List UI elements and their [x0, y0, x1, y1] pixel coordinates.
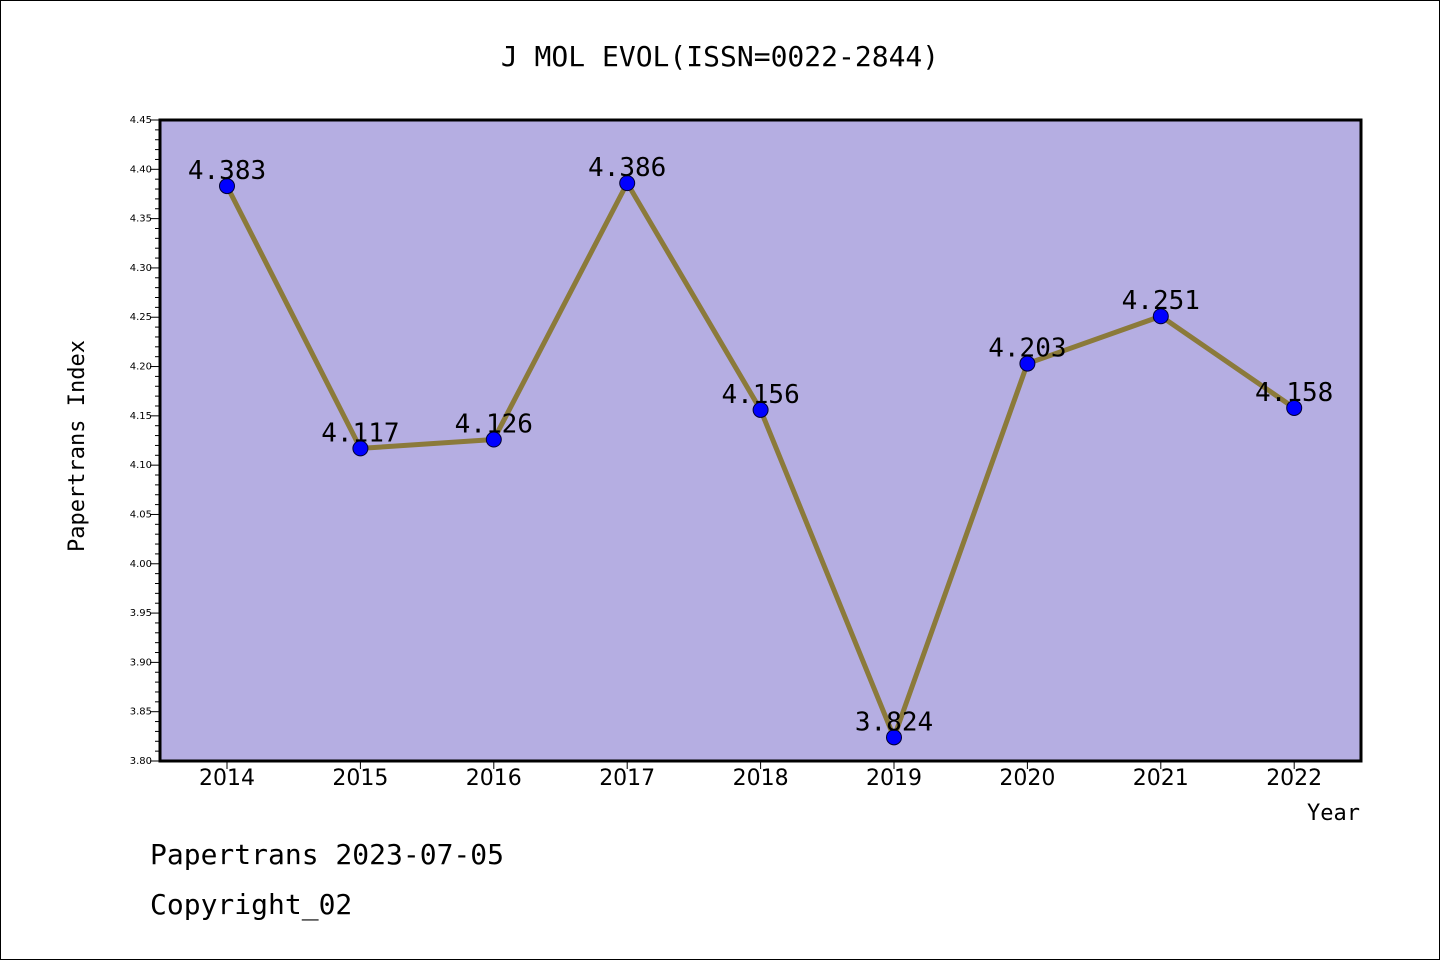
y-tick-label: 4.00: [130, 559, 152, 570]
y-tick-label: 4.35: [130, 214, 152, 225]
y-tick-label: 4.25: [130, 312, 152, 323]
data-label: 4.383: [188, 156, 266, 186]
x-tick-label: 2017: [599, 766, 655, 791]
x-tick-label: 2022: [1266, 766, 1322, 791]
x-axis-ticks: 2014 2015 2016 2017 2018 2019 2020 2021 2022: [199, 761, 1322, 791]
x-axis-label: Year: [1307, 801, 1360, 826]
data-point: [1286, 399, 1303, 416]
data-point: [886, 729, 902, 746]
data-label: 4.386: [588, 153, 666, 183]
x-tick-label: 2020: [999, 766, 1055, 791]
data-point: [352, 440, 369, 457]
data-label: 4.158: [1255, 378, 1333, 408]
y-tick-label: 3.85: [130, 707, 152, 718]
x-tick-label: 2021: [1133, 766, 1189, 791]
y-tick-label: 4.15: [130, 411, 152, 422]
y-tick-label: 3.95: [130, 608, 152, 619]
y-tick-label: 4.30: [130, 263, 152, 274]
data-label: 4.203: [988, 334, 1066, 364]
data-point: [1152, 308, 1169, 325]
x-tick-label: 2018: [733, 766, 789, 791]
y-tick-label: 3.80: [130, 756, 152, 767]
plot-border: [158, 118, 1363, 763]
y-tick-label: 4.05: [130, 509, 152, 520]
footer-date: Papertrans 2023-07-05: [150, 838, 504, 871]
data-point: [485, 431, 502, 448]
x-tick-label: 2014: [199, 766, 255, 791]
data-label: 4.156: [721, 380, 799, 410]
footer-copyright: Copyright_02: [150, 888, 352, 922]
y-tick-label: 4.20: [130, 362, 152, 373]
y-tick-label: 4.10: [130, 460, 152, 471]
data-label: 4.251: [1122, 286, 1200, 316]
data-points: [219, 175, 1303, 746]
data-label: 3.824: [855, 707, 933, 737]
x-tick-label: 2019: [866, 766, 922, 791]
data-point: [619, 175, 636, 192]
y-axis-ticks: 3.80 3.85 3.90 3.95 4.00 4.05 4.10 4.15 4.20 4.25…: [130, 115, 160, 767]
y-axis-label: Papertrans Index: [65, 340, 90, 552]
y-tick-label: 4.45: [130, 115, 152, 126]
data-point: [219, 178, 235, 195]
x-tick-label: 2015: [332, 766, 388, 791]
data-point: [1019, 355, 1036, 372]
data-label: 4.117: [321, 418, 399, 448]
x-tick-label: 2016: [466, 766, 522, 791]
data-labels: 4.383 4.117 4.126 4.386 4.156 3.824 4.203 4.251…: [188, 153, 1333, 737]
y-tick-label: 3.90: [130, 657, 152, 668]
chart-title: J MOL EVOL(ISSN=0022-2844): [501, 40, 939, 73]
data-label: 4.126: [455, 410, 533, 440]
y-tick-label: 4.40: [130, 164, 152, 175]
data-point: [752, 401, 769, 418]
